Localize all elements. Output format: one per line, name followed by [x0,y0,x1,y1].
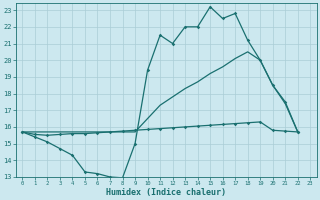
X-axis label: Humidex (Indice chaleur): Humidex (Indice chaleur) [106,188,226,197]
